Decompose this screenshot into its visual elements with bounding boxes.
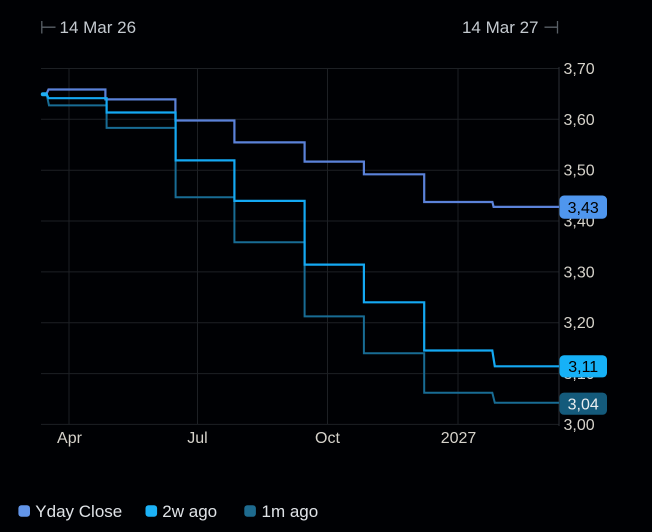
svg-text:3,04: 3,04 bbox=[568, 397, 599, 414]
svg-text:14 Mar 26: 14 Mar 26 bbox=[60, 18, 137, 37]
svg-text:3,20: 3,20 bbox=[564, 315, 595, 332]
svg-text:1m ago: 1m ago bbox=[262, 502, 319, 521]
svg-text:3,60: 3,60 bbox=[564, 112, 595, 129]
svg-text:2w ago: 2w ago bbox=[162, 502, 217, 521]
svg-text:Yday Close: Yday Close bbox=[35, 502, 122, 521]
svg-text:3,30: 3,30 bbox=[564, 264, 595, 281]
svg-text:3,43: 3,43 bbox=[568, 200, 599, 217]
svg-text:3,11: 3,11 bbox=[568, 359, 598, 376]
svg-text:Jul: Jul bbox=[187, 430, 207, 447]
svg-text:2027: 2027 bbox=[441, 430, 477, 447]
svg-text:3,50: 3,50 bbox=[564, 163, 595, 180]
svg-text:14 Mar 27: 14 Mar 27 bbox=[462, 18, 539, 37]
svg-text:Oct: Oct bbox=[315, 430, 340, 447]
svg-text:Apr: Apr bbox=[57, 430, 83, 447]
svg-text:3,70: 3,70 bbox=[564, 61, 595, 78]
svg-text:3,00: 3,00 bbox=[564, 417, 595, 434]
